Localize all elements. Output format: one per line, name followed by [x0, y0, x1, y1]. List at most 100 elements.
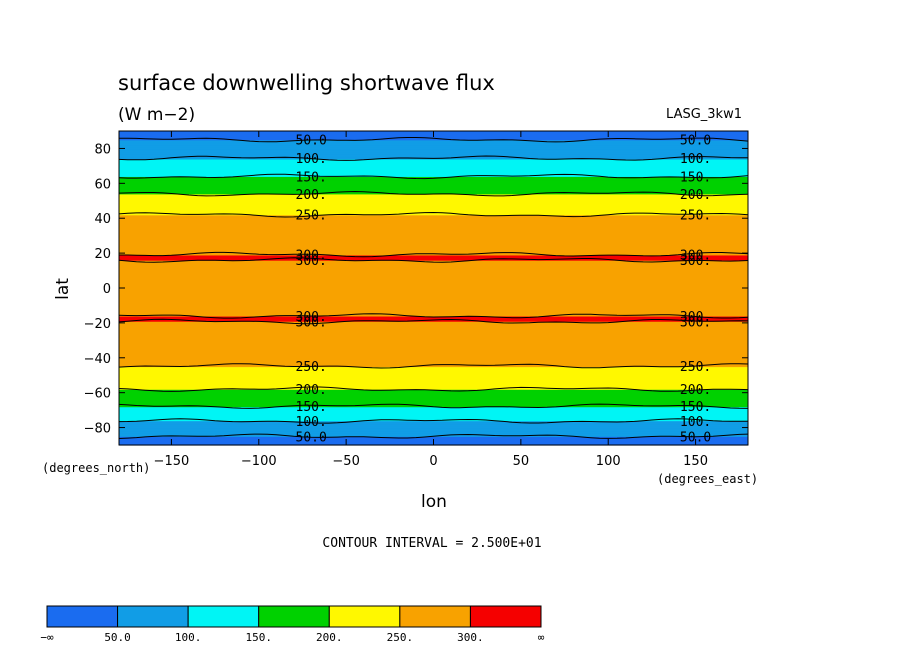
y-tick-label: 20: [94, 247, 111, 262]
band-strip: [119, 165, 748, 169]
x-axis-units: (degrees_east): [657, 472, 758, 486]
colorbar-swatch: [187, 605, 260, 628]
contour-label: 300.: [296, 249, 327, 264]
band-strip: [119, 186, 748, 190]
band-strip: [119, 153, 748, 157]
band-strip: [119, 308, 748, 312]
band-strip: [119, 376, 748, 380]
band-strip: [119, 322, 748, 326]
band-strip: [119, 321, 748, 324]
band-strip: [119, 312, 748, 315]
x-axis: −150 −100 −50 0 50 100 150: [154, 131, 708, 469]
y-axis-title: lat: [53, 278, 73, 300]
contour-line: [118, 363, 749, 369]
band-strip: [119, 181, 748, 184]
x-axis-title: lon: [421, 492, 447, 512]
x-tick-label: 50: [513, 454, 530, 469]
contour-label: 250.: [296, 209, 327, 224]
band-strip: [119, 176, 748, 179]
colorbar-swatch: [46, 605, 119, 628]
band-strip: [119, 239, 748, 242]
band-strip: [119, 178, 748, 181]
band-strip: [119, 363, 748, 366]
band-strip: [119, 347, 748, 350]
band-strip: [119, 146, 748, 150]
contour-label: 300.: [296, 315, 327, 330]
band-strip: [119, 244, 748, 247]
band-strip: [119, 301, 748, 305]
band-strip: [119, 254, 748, 258]
band-strip: [119, 164, 748, 167]
contour-label: 250.: [296, 360, 327, 375]
x-tick-label: 150: [683, 454, 708, 469]
band-strip: [119, 233, 748, 237]
band-strip: [119, 329, 748, 333]
band-strip: [119, 335, 748, 338]
band-strip: [119, 298, 748, 301]
contour-label: 150.: [680, 400, 711, 415]
band-strip: [119, 343, 748, 347]
band-strip: [119, 303, 748, 307]
contour-line: [118, 418, 749, 424]
contour-label: 200.: [680, 383, 711, 398]
band-strip: [119, 354, 748, 357]
colorbar-swatch: [469, 605, 542, 628]
contour-interval-label: CONTOUR INTERVAL = 2.500E+01: [322, 536, 541, 551]
band-strip: [119, 197, 748, 200]
band-strip: [119, 137, 748, 141]
band-strip: [119, 357, 748, 361]
band-strip: [119, 225, 748, 228]
band-strip: [119, 228, 748, 232]
band-strip: [119, 251, 748, 254]
band-strip: [119, 314, 748, 317]
colorbar-label: 250.: [387, 631, 414, 644]
x-tick-label: 0: [429, 454, 437, 469]
band-strip: [119, 206, 748, 209]
band-strip: [119, 371, 748, 375]
x-tick-label: 100: [596, 454, 621, 469]
band-strip: [119, 219, 748, 223]
band-strip: [119, 286, 748, 289]
band-strip: [119, 214, 748, 218]
colorbar-label: 50.0: [104, 631, 131, 644]
contour-label: 50.0: [680, 134, 711, 149]
colorbar-label: 100.: [175, 631, 202, 644]
band-strip: [119, 267, 748, 270]
band-strip: [119, 202, 748, 205]
band-strip: [119, 247, 748, 251]
band-strip: [119, 432, 748, 436]
band-strip: [119, 282, 748, 286]
y-tick-label: −40: [84, 352, 111, 367]
chart-subtitle: (W m−2): [118, 105, 195, 125]
band-strip: [119, 150, 748, 153]
band-strip: [119, 422, 748, 425]
model-label: LASG_3kw1: [666, 107, 742, 122]
band-strip: [119, 281, 748, 284]
band-strip: [119, 369, 748, 373]
band-strip: [119, 305, 748, 308]
band-strip: [119, 274, 748, 277]
band-strip: [119, 169, 748, 172]
band-strip: [119, 404, 748, 408]
contour-label: 300.: [680, 310, 711, 325]
band-strip: [119, 394, 748, 397]
band-strip: [119, 151, 748, 155]
band-strip: [119, 185, 748, 188]
contour-label: 250.: [680, 360, 711, 375]
band-strip: [119, 261, 748, 265]
band-strip: [119, 155, 748, 158]
band-strip: [119, 291, 748, 294]
band-strip: [119, 221, 748, 225]
contour-line: [118, 433, 749, 439]
contour-line: [118, 155, 748, 161]
contour-line: [118, 190, 749, 197]
band-strip: [119, 380, 748, 383]
band-strip: [119, 235, 748, 239]
contour-label: 300.: [680, 249, 711, 264]
contour-lines: [118, 137, 749, 439]
band-strip: [119, 296, 748, 300]
band-strip: [119, 434, 748, 437]
